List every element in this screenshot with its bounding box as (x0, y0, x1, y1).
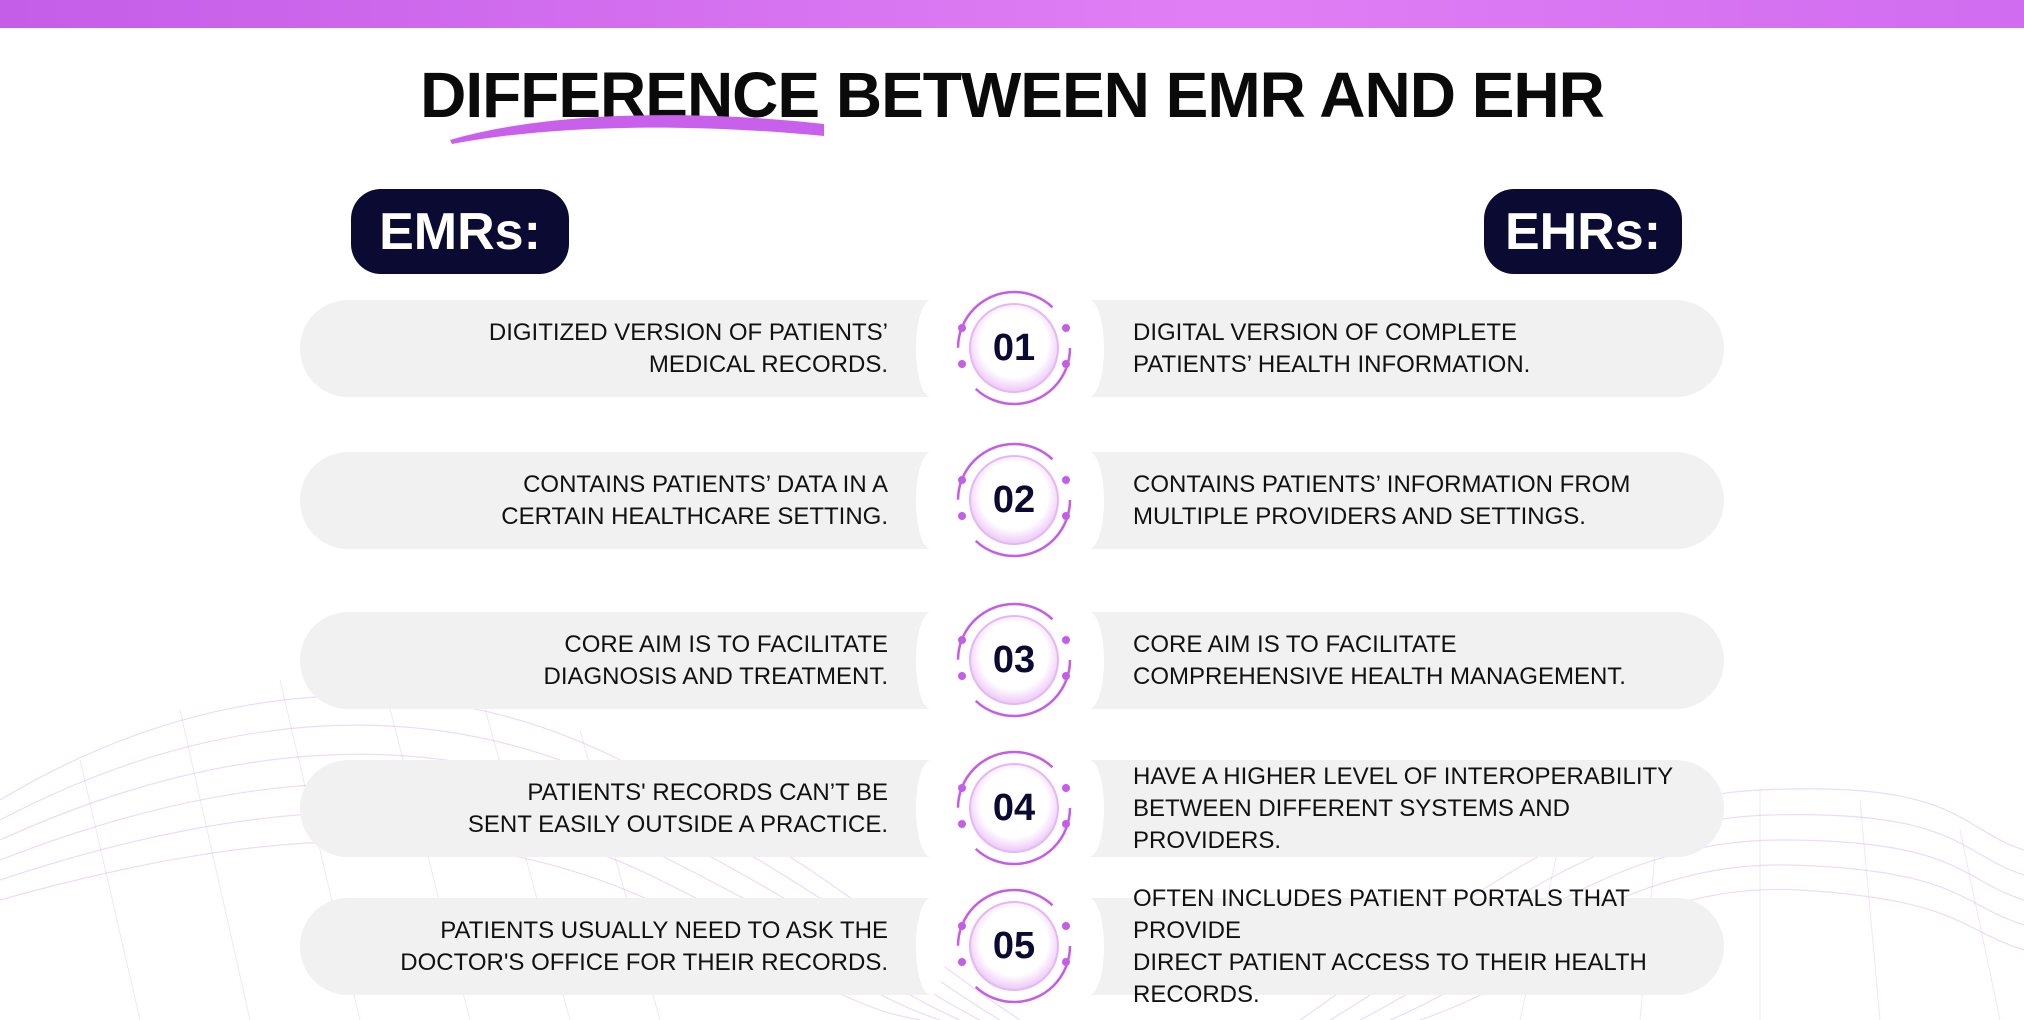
badge-dot (1062, 784, 1070, 792)
ehr-text-line: OFTEN INCLUDES PATIENT PORTALS THAT PROV… (1133, 884, 1630, 944)
ehr-description: CORE AIM IS TO FACILITATE COMPREHENSIVE … (1074, 612, 1724, 709)
badge-outer-ring (956, 750, 1072, 866)
comparison-row-1: DIGITIZED VERSION OF PATIENTS’ MEDICAL R… (0, 288, 2024, 408)
row-number: 02 (992, 478, 1036, 521)
badge-dot (958, 324, 966, 332)
ehr-text-line: COMPREHENSIVE HEALTH MANAGEMENT. (1133, 662, 1626, 690)
emr-text-line: MEDICAL RECORDS. (648, 350, 888, 378)
badge-dot (958, 636, 966, 644)
badge-dot (1062, 958, 1070, 966)
number-badge-ring (956, 442, 1072, 558)
emr-description: DIGITIZED VERSION OF PATIENTS’ MEDICAL R… (300, 300, 946, 397)
badge-outer-ring (956, 888, 1072, 1004)
ehr-text-line: CONTAINS PATIENTS’ INFORMATION FROM (1133, 470, 1631, 498)
comparison-row-4: PATIENTS' RECORDS CAN’T BE SENT EASILY O… (0, 748, 2024, 868)
emr-text-line: CONTAINS PATIENTS’ DATA IN A (523, 470, 888, 498)
number-badge-ring (956, 888, 1072, 1004)
emr-text-line: DOCTOR'S OFFICE FOR THEIR RECORDS. (400, 948, 888, 976)
ehr-text-line: HAVE A HIGHER LEVEL OF INTEROPERABILITY (1133, 762, 1674, 790)
ehr-text-line: DIRECT PATIENT ACCESS TO THEIR HEALTH RE… (1133, 948, 1647, 1008)
comparison-row-5: PATIENTS USUALLY NEED TO ASK THE DOCTOR'… (0, 885, 2024, 1008)
emr-text-line: DIGITIZED VERSION OF PATIENTS’ (488, 318, 888, 346)
row-number: 04 (992, 786, 1036, 829)
ehr-description: HAVE A HIGHER LEVEL OF INTEROPERABILITY … (1074, 760, 1724, 857)
badge-dot (958, 922, 966, 930)
ehr-text-line: BETWEEN DIFFERENT SYSTEMS AND PROVIDERS. (1133, 794, 1570, 854)
emr-description: CONTAINS PATIENTS’ DATA IN A CERTAIN HEA… (300, 452, 946, 549)
number-badge-ring (956, 750, 1072, 866)
emr-text-line: DIAGNOSIS AND TREATMENT. (543, 662, 889, 690)
row-number: 05 (992, 924, 1036, 967)
page-title: DIFFERENCE BETWEEN EMR AND EHR (420, 59, 1605, 131)
ehr-text-line: PATIENTS’ HEALTH INFORMATION. (1133, 350, 1531, 378)
emr-heading-badge: EMRs: (351, 189, 569, 274)
badge-dot (1062, 820, 1070, 828)
badge-dot (958, 958, 966, 966)
badge-dot (1062, 636, 1070, 644)
badge-dot (1062, 672, 1070, 680)
comparison-row-3: CORE AIM IS TO FACILITATE DIAGNOSIS AND … (0, 600, 2024, 720)
badge-dot (1062, 324, 1070, 332)
title-underline-swoosh (450, 115, 824, 144)
badge-dot (958, 784, 966, 792)
emr-description: PATIENTS' RECORDS CAN’T BE SENT EASILY O… (300, 760, 946, 857)
badge-dot (1062, 512, 1070, 520)
emr-text-line: SENT EASILY OUTSIDE A PRACTICE. (467, 810, 888, 838)
badge-outer-ring (956, 290, 1072, 406)
ehr-text-line: MULTIPLE PROVIDERS AND SETTINGS. (1133, 502, 1586, 530)
badge-dot (958, 820, 966, 828)
badge-dot (958, 512, 966, 520)
ehr-description: DIGITAL VERSION OF COMPLETE PATIENTS’ HE… (1074, 300, 1724, 397)
emr-text-line: PATIENTS' RECORDS CAN’T BE (527, 778, 888, 806)
badge-dot (1062, 922, 1070, 930)
ehr-text-line: CORE AIM IS TO FACILITATE (1133, 630, 1457, 658)
badge-dot (958, 672, 966, 680)
number-badge-ring (956, 602, 1072, 718)
row-number: 03 (992, 638, 1036, 681)
emr-description: CORE AIM IS TO FACILITATE DIAGNOSIS AND … (300, 612, 946, 709)
ehr-description: CONTAINS PATIENTS’ INFORMATION FROM MULT… (1074, 452, 1724, 549)
number-badge-ring (956, 290, 1072, 406)
badge-inner-disc (969, 901, 1059, 991)
emr-text-line: CORE AIM IS TO FACILITATE (564, 630, 888, 658)
emr-text-line: PATIENTS USUALLY NEED TO ASK THE (440, 916, 888, 944)
badge-dot (958, 476, 966, 484)
ehr-heading-badge: EHRs: (1484, 189, 1682, 274)
top-accent-bar (0, 0, 2024, 28)
badge-dot (958, 360, 966, 368)
badge-outer-ring (956, 442, 1072, 558)
ehr-description: OFTEN INCLUDES PATIENT PORTALS THAT PROV… (1074, 885, 1724, 1008)
emr-description: PATIENTS USUALLY NEED TO ASK THE DOCTOR'… (300, 898, 946, 995)
badge-inner-disc (969, 763, 1059, 853)
badge-inner-disc (969, 303, 1059, 393)
row-number: 01 (992, 326, 1036, 369)
comparison-row-2: CONTAINS PATIENTS’ DATA IN A CERTAIN HEA… (0, 440, 2024, 560)
badge-inner-disc (969, 455, 1059, 545)
badge-dot (1062, 476, 1070, 484)
badge-outer-ring (956, 602, 1072, 718)
emr-text-line: CERTAIN HEALTHCARE SETTING. (501, 502, 888, 530)
badge-dot (1062, 360, 1070, 368)
ehr-text-line: DIGITAL VERSION OF COMPLETE (1133, 318, 1518, 346)
badge-inner-disc (969, 615, 1059, 705)
